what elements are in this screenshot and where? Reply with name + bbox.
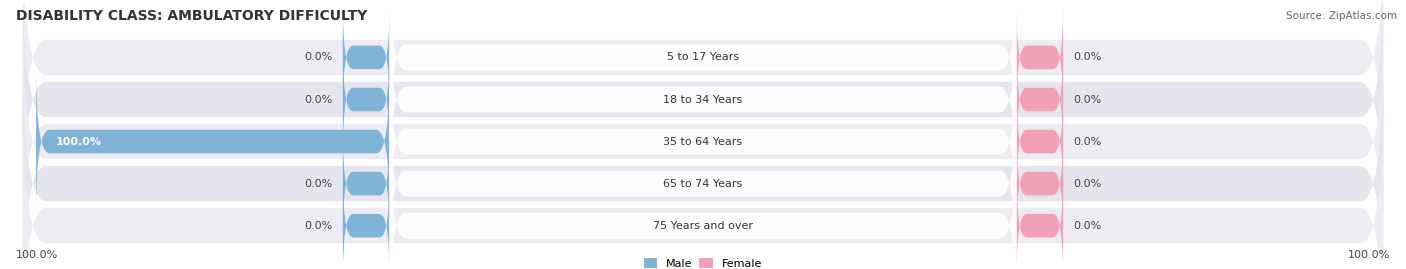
FancyBboxPatch shape <box>1017 90 1063 193</box>
FancyBboxPatch shape <box>389 0 1017 150</box>
FancyBboxPatch shape <box>1017 174 1063 269</box>
FancyBboxPatch shape <box>1017 132 1063 235</box>
Text: 0.0%: 0.0% <box>1073 52 1101 62</box>
Text: 35 to 64 Years: 35 to 64 Years <box>664 137 742 147</box>
Text: 0.0%: 0.0% <box>1073 137 1101 147</box>
FancyBboxPatch shape <box>389 7 1017 192</box>
Legend: Male, Female: Male, Female <box>644 258 762 269</box>
Text: 5 to 17 Years: 5 to 17 Years <box>666 52 740 62</box>
FancyBboxPatch shape <box>22 96 1384 269</box>
Text: 100.0%: 100.0% <box>1347 250 1391 260</box>
FancyBboxPatch shape <box>22 0 1384 229</box>
FancyBboxPatch shape <box>22 0 1384 187</box>
Text: 0.0%: 0.0% <box>1073 221 1101 231</box>
Text: Source: ZipAtlas.com: Source: ZipAtlas.com <box>1286 11 1398 21</box>
Text: 0.0%: 0.0% <box>1073 94 1101 104</box>
Text: 0.0%: 0.0% <box>1073 179 1101 189</box>
Text: DISABILITY CLASS: AMBULATORY DIFFICULTY: DISABILITY CLASS: AMBULATORY DIFFICULTY <box>15 9 367 23</box>
Text: 0.0%: 0.0% <box>305 52 333 62</box>
FancyBboxPatch shape <box>22 54 1384 269</box>
FancyBboxPatch shape <box>343 48 389 151</box>
FancyBboxPatch shape <box>1017 48 1063 151</box>
Text: 65 to 74 Years: 65 to 74 Years <box>664 179 742 189</box>
FancyBboxPatch shape <box>343 132 389 235</box>
Text: 0.0%: 0.0% <box>305 179 333 189</box>
FancyBboxPatch shape <box>22 12 1384 269</box>
Text: 100.0%: 100.0% <box>56 137 103 147</box>
FancyBboxPatch shape <box>389 133 1017 269</box>
Text: 18 to 34 Years: 18 to 34 Years <box>664 94 742 104</box>
Text: 75 Years and over: 75 Years and over <box>652 221 754 231</box>
FancyBboxPatch shape <box>389 91 1017 269</box>
FancyBboxPatch shape <box>343 174 389 269</box>
FancyBboxPatch shape <box>343 6 389 109</box>
Text: 100.0%: 100.0% <box>15 250 59 260</box>
FancyBboxPatch shape <box>37 69 389 214</box>
Text: 0.0%: 0.0% <box>305 94 333 104</box>
Text: 0.0%: 0.0% <box>305 221 333 231</box>
FancyBboxPatch shape <box>1017 6 1063 109</box>
FancyBboxPatch shape <box>389 49 1017 234</box>
